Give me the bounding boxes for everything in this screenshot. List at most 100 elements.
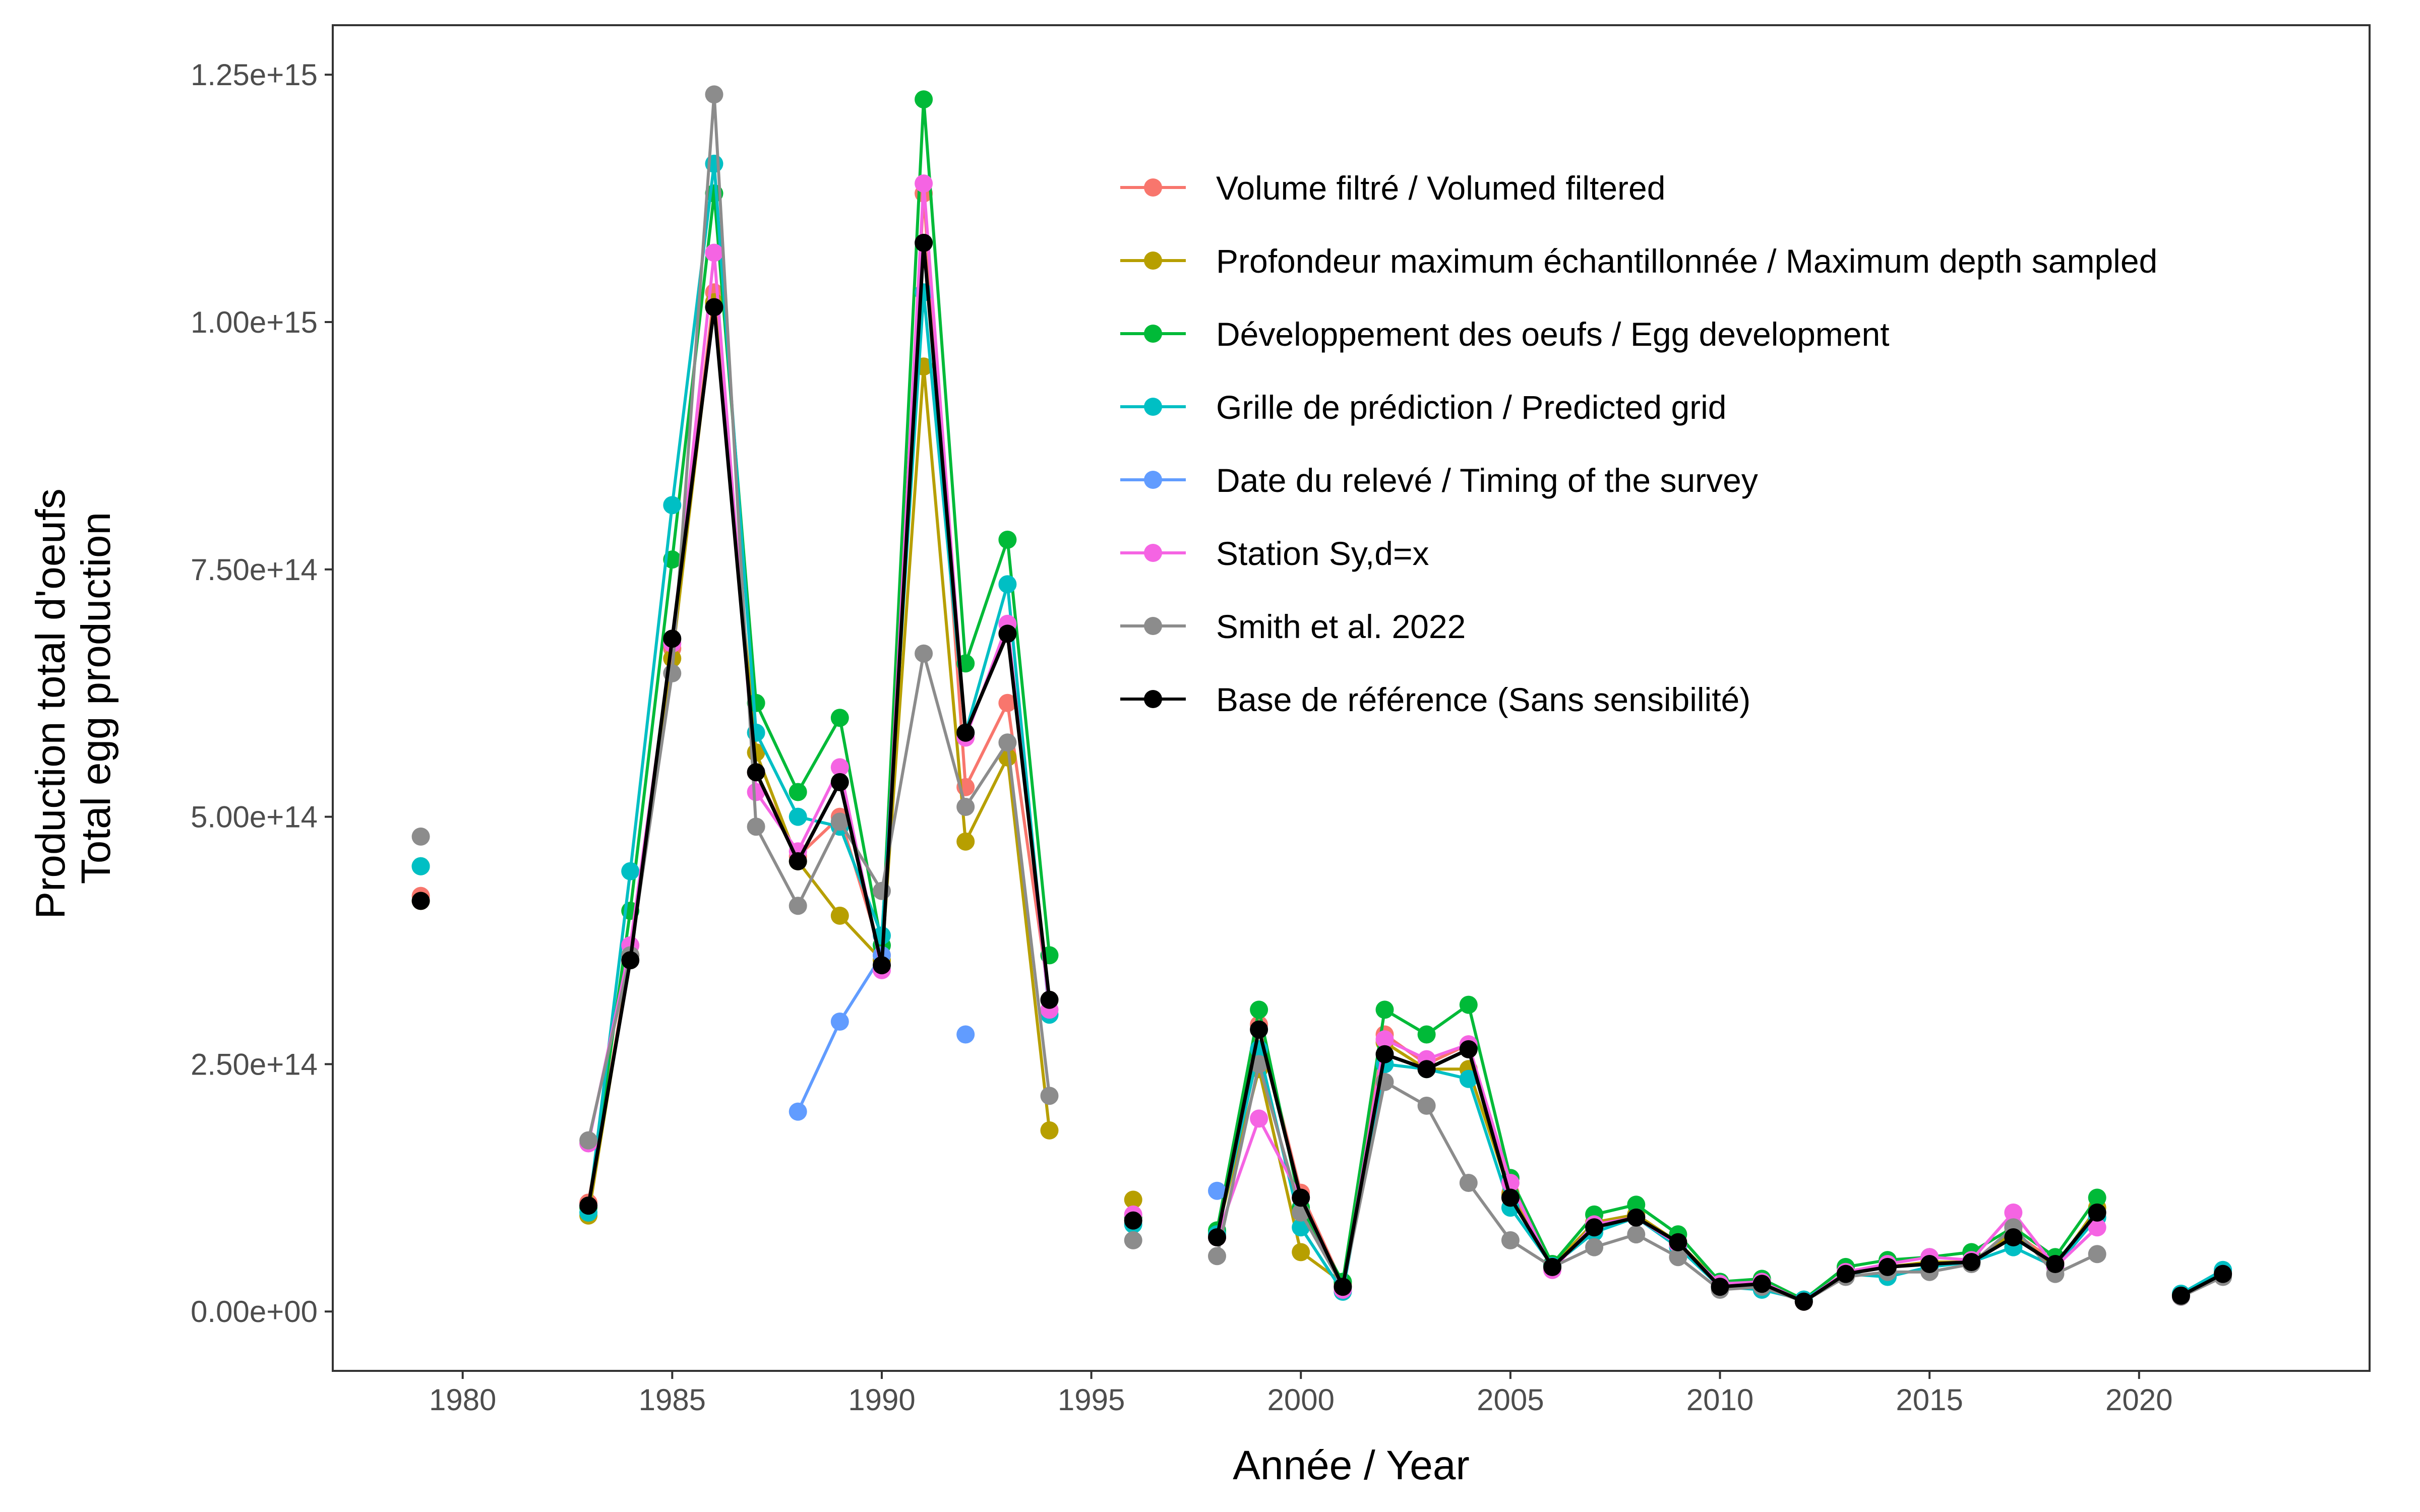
data-point bbox=[747, 763, 765, 782]
data-point bbox=[998, 530, 1017, 549]
data-point bbox=[621, 951, 640, 970]
data-point bbox=[1040, 1087, 1059, 1105]
data-point bbox=[411, 827, 430, 846]
data-point bbox=[956, 723, 975, 742]
data-point bbox=[411, 892, 430, 910]
data-point bbox=[1292, 1188, 1310, 1207]
data-point bbox=[2088, 1218, 2106, 1237]
data-point bbox=[579, 1196, 598, 1215]
data-point bbox=[789, 1102, 807, 1121]
data-point bbox=[2171, 1286, 2190, 1305]
data-point bbox=[789, 783, 807, 801]
data-point bbox=[2046, 1255, 2065, 1273]
data-point bbox=[998, 733, 1017, 752]
x-tick-label: 1990 bbox=[848, 1383, 915, 1417]
data-point bbox=[747, 783, 765, 801]
data-point bbox=[1459, 1040, 1478, 1058]
data-point bbox=[830, 812, 849, 831]
data-point bbox=[915, 644, 933, 663]
data-point bbox=[705, 243, 723, 262]
data-point bbox=[998, 575, 1017, 594]
x-tick-label: 1995 bbox=[1058, 1383, 1125, 1417]
data-point bbox=[705, 85, 723, 104]
data-point bbox=[1836, 1265, 1855, 1283]
data-point bbox=[1417, 1096, 1436, 1115]
series-layer bbox=[411, 85, 2232, 1311]
data-point bbox=[1794, 1292, 1813, 1311]
data-point bbox=[998, 624, 1017, 643]
series-line bbox=[586, 241, 1051, 1206]
data-point bbox=[2088, 1188, 2106, 1207]
legend-item: Station Sy,d=x bbox=[1120, 535, 1429, 572]
legend-key-point bbox=[1144, 398, 1162, 416]
legend-item: Date du relevé / Timing of the survey bbox=[1120, 462, 1758, 499]
data-point bbox=[830, 773, 849, 791]
data-point bbox=[2088, 1203, 2106, 1222]
series-line bbox=[587, 300, 1051, 1216]
data-point bbox=[1417, 1060, 1436, 1079]
x-tick-label: 2005 bbox=[1477, 1383, 1544, 1417]
data-point bbox=[1040, 1121, 1059, 1140]
legend-key-point bbox=[1144, 544, 1162, 562]
data-point bbox=[789, 807, 807, 826]
y-axis-title: Production total d'oeufs Total egg produ… bbox=[28, 477, 119, 919]
legend-key-point bbox=[1144, 251, 1162, 270]
data-point bbox=[1962, 1253, 1981, 1271]
data-point bbox=[663, 629, 682, 648]
data-point bbox=[1543, 1257, 1561, 1276]
data-point bbox=[1124, 1211, 1142, 1230]
data-point bbox=[1375, 1000, 1394, 1019]
legend-key-point bbox=[1144, 617, 1162, 635]
y-axis-title-line-1: Production total d'oeufs bbox=[28, 488, 74, 919]
data-point bbox=[411, 857, 430, 875]
data-point bbox=[2214, 1265, 2232, 1283]
legend-label: Date du relevé / Timing of the survey bbox=[1216, 462, 1758, 499]
legend-item: Base de référence (Sans sensibilité) bbox=[1120, 681, 1750, 718]
data-point bbox=[2004, 1203, 2023, 1222]
data-point bbox=[1334, 1278, 1352, 1296]
y-axis: 0.00e+00 2.50e+14 5.00e+14 7.50e+14 1.00e+15… bbox=[191, 58, 333, 1329]
data-point bbox=[1250, 1109, 1268, 1128]
y-axis-title-line-2: Total egg production bbox=[73, 512, 119, 885]
series-line bbox=[587, 98, 1051, 1208]
data-point bbox=[1208, 1247, 1226, 1266]
data-point bbox=[1711, 1278, 1729, 1296]
data-point bbox=[2004, 1228, 2023, 1246]
x-tick-label: 1985 bbox=[639, 1383, 706, 1417]
legend-label: Smith et al. 2022 bbox=[1216, 608, 1466, 645]
data-point bbox=[1250, 1000, 1268, 1019]
data-point bbox=[2088, 1245, 2106, 1264]
data-point bbox=[579, 1131, 598, 1150]
x-axis: 1980 1985 1990 1995 2000 2005 2010 2015 2020 bbox=[429, 1371, 2173, 1417]
data-point bbox=[915, 233, 933, 252]
data-point bbox=[1501, 1231, 1520, 1249]
data-point bbox=[830, 758, 849, 777]
data-point bbox=[1669, 1248, 1687, 1267]
y-tick-label: 2.50e+14 bbox=[191, 1047, 318, 1081]
data-point bbox=[1459, 995, 1478, 1014]
data-point bbox=[998, 694, 1017, 712]
data-point bbox=[705, 298, 723, 317]
data-point bbox=[1250, 1020, 1268, 1039]
legend-item: Profondeur maximum échantillonnée / Maxi… bbox=[1120, 242, 2157, 280]
data-point bbox=[915, 90, 933, 109]
data-point bbox=[1879, 1257, 1897, 1276]
legend-label: Base de référence (Sans sensibilité) bbox=[1216, 681, 1750, 718]
series-line bbox=[1215, 1028, 2099, 1304]
data-point bbox=[956, 1025, 975, 1044]
plot-panel bbox=[332, 24, 2371, 1372]
y-tick-label: 7.50e+14 bbox=[191, 553, 318, 587]
data-point bbox=[1752, 1275, 1771, 1293]
legend-key-point bbox=[1144, 690, 1162, 708]
x-tick-label: 2010 bbox=[1686, 1383, 1753, 1417]
legend-key-point bbox=[1144, 325, 1162, 343]
data-point bbox=[1627, 1225, 1646, 1244]
legend-label: Développement des oeufs / Egg developmen… bbox=[1216, 316, 1890, 353]
data-point bbox=[1124, 1190, 1142, 1209]
legend-item: Smith et al. 2022 bbox=[1120, 608, 1466, 645]
data-point bbox=[1920, 1255, 1939, 1273]
data-point bbox=[1627, 1208, 1646, 1227]
data-point bbox=[1040, 990, 1059, 1009]
legend-label: Grille de prédiction / Predicted grid bbox=[1216, 389, 1727, 426]
